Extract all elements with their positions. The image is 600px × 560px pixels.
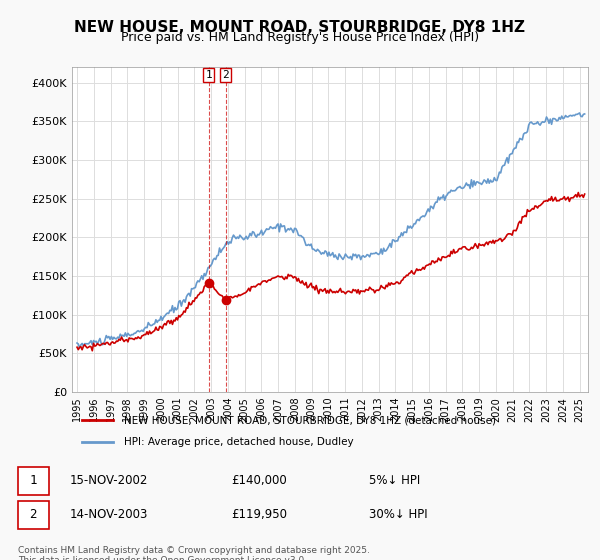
Text: 5%↓ HPI: 5%↓ HPI — [369, 474, 421, 487]
Text: Contains HM Land Registry data © Crown copyright and database right 2025.
This d: Contains HM Land Registry data © Crown c… — [18, 546, 370, 560]
Text: NEW HOUSE, MOUNT ROAD, STOURBRIDGE, DY8 1HZ: NEW HOUSE, MOUNT ROAD, STOURBRIDGE, DY8 … — [74, 20, 526, 35]
Text: 1: 1 — [205, 70, 212, 80]
Text: Price paid vs. HM Land Registry's House Price Index (HPI): Price paid vs. HM Land Registry's House … — [121, 31, 479, 44]
Text: £119,950: £119,950 — [231, 508, 287, 521]
Text: 14-NOV-2003: 14-NOV-2003 — [70, 508, 148, 521]
FancyBboxPatch shape — [18, 501, 49, 529]
Text: £140,000: £140,000 — [231, 474, 287, 487]
Text: 2: 2 — [222, 70, 229, 80]
Text: 30%↓ HPI: 30%↓ HPI — [369, 508, 428, 521]
Text: 1: 1 — [29, 474, 37, 487]
Text: HPI: Average price, detached house, Dudley: HPI: Average price, detached house, Dudl… — [124, 437, 353, 447]
FancyBboxPatch shape — [18, 467, 49, 494]
Text: 15-NOV-2002: 15-NOV-2002 — [70, 474, 148, 487]
Text: NEW HOUSE, MOUNT ROAD, STOURBRIDGE, DY8 1HZ (detached house): NEW HOUSE, MOUNT ROAD, STOURBRIDGE, DY8 … — [124, 415, 496, 425]
Text: 2: 2 — [29, 508, 37, 521]
